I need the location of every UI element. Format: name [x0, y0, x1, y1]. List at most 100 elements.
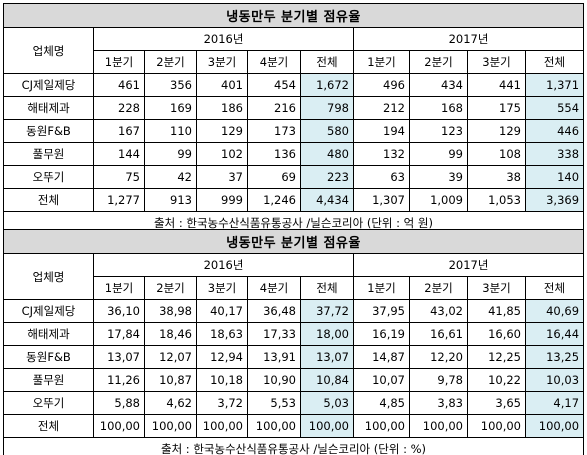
cell-value: 75 — [93, 165, 145, 189]
quarter-header: 3분기 — [467, 50, 526, 74]
cell-value: 110 — [144, 119, 197, 143]
cell-value: 16,19 — [353, 322, 410, 346]
total-cell: 4,434 — [300, 188, 354, 212]
cell-value: 100,00 — [409, 414, 468, 438]
total-cell: 3,369 — [524, 188, 585, 212]
cell-value: 175 — [467, 96, 526, 120]
cell-value: 102 — [196, 142, 248, 166]
cell-value: 69 — [247, 165, 301, 189]
cell-value: 10,07 — [353, 368, 410, 392]
quarter-header: 1분기 — [93, 50, 145, 74]
cell-value: 167 — [93, 119, 145, 143]
cell-value: 42 — [144, 165, 197, 189]
total-cell: 5,03 — [300, 391, 354, 415]
total-cell: 1,672 — [300, 73, 354, 97]
cell-value: 14,87 — [353, 345, 410, 369]
cell-value: 100,00 — [196, 414, 248, 438]
company-name: 해태제과 — [3, 96, 94, 120]
table-row: 전체 100,00 100,00 100,00 100,00 100,00 10… — [3, 414, 585, 438]
company-name: 풀무원 — [3, 368, 94, 392]
total-cell: 16,44 — [524, 322, 585, 346]
quarter-header: 2분기 — [409, 276, 468, 300]
quarter-header: 3분기 — [196, 276, 248, 300]
table-row: 오뚜기 75 42 37 69 223 63 39 38 140 — [3, 165, 585, 189]
quarter-header: 3분기 — [467, 276, 526, 300]
total-cell: 13,25 — [524, 345, 585, 369]
company-name: 동원F&B — [3, 119, 94, 143]
table-row: 오뚜기 5,88 4,62 3,72 5,53 5,03 4,85 3,83 3… — [3, 391, 585, 415]
cell-value: 18,63 — [196, 322, 248, 346]
cell-value: 16,60 — [467, 322, 526, 346]
cell-value: 228 — [93, 96, 145, 120]
market-share-amount-table: 냉동만두 분기별 점유율 업체명 2016년 2017년 1분기 2분기 3분기… — [2, 3, 585, 235]
cell-value: 212 — [353, 96, 410, 120]
table-title: 냉동만두 분기별 점유율 — [2, 3, 585, 28]
total-cell: 10,03 — [524, 368, 585, 392]
total-cell: 100,00 — [524, 414, 585, 438]
total-cell: 40,69 — [524, 299, 585, 323]
table-row: 해태제과 17,84 18,46 18,63 17,33 18,00 16,19… — [3, 322, 585, 346]
total-header: 전체 — [524, 276, 585, 300]
cell-value: 356 — [144, 73, 197, 97]
cell-value: 401 — [196, 73, 248, 97]
total-cell: 223 — [300, 165, 354, 189]
company-name: CJ제일제당 — [3, 299, 94, 323]
quarter-header: 2분기 — [144, 276, 197, 300]
total-cell: 100,00 — [300, 414, 354, 438]
quarter-header: 1분기 — [93, 276, 145, 300]
company-name: 오뚜기 — [3, 391, 94, 415]
table-row: 동원F&B 13,07 12,07 12,94 13,91 13,07 14,8… — [3, 345, 585, 369]
cell-value: 461 — [93, 73, 145, 97]
table-row: CJ제일제당 36,10 38,98 40,17 36,48 37,72 37,… — [3, 299, 585, 323]
cell-value: 3,72 — [196, 391, 248, 415]
cell-value: 123 — [409, 119, 468, 143]
total-header: 전체 — [300, 276, 354, 300]
cell-value: 434 — [409, 73, 468, 97]
cell-value: 132 — [353, 142, 410, 166]
cell-value: 186 — [196, 96, 248, 120]
quarter-header: 1분기 — [353, 50, 410, 74]
cell-value: 216 — [247, 96, 301, 120]
cell-value: 38,98 — [144, 299, 197, 323]
total-cell: 10,84 — [300, 368, 354, 392]
total-cell: 580 — [300, 119, 354, 143]
cell-value: 100,00 — [247, 414, 301, 438]
cell-value: 17,84 — [93, 322, 145, 346]
cell-value: 16,61 — [409, 322, 468, 346]
cell-value: 37 — [196, 165, 248, 189]
company-name: CJ제일제당 — [3, 73, 94, 97]
total-cell: 554 — [524, 96, 585, 120]
cell-value: 100,00 — [353, 414, 410, 438]
cell-value: 441 — [467, 73, 526, 97]
cell-value: 173 — [247, 119, 301, 143]
total-header: 전체 — [524, 50, 585, 74]
cell-value: 496 — [353, 73, 410, 97]
cell-value: 17,33 — [247, 322, 301, 346]
cell-value: 9,78 — [409, 368, 468, 392]
cell-value: 12,20 — [409, 345, 468, 369]
total-header: 전체 — [300, 50, 354, 74]
total-cell: 446 — [524, 119, 585, 143]
company-name: 전체 — [3, 188, 94, 212]
cell-value: 12,25 — [467, 345, 526, 369]
cell-value: 100,00 — [144, 414, 197, 438]
cell-value: 63 — [353, 165, 410, 189]
year-header-2017: 2017년 — [352, 27, 585, 51]
cell-value: 99 — [144, 142, 197, 166]
cell-value: 36,10 — [93, 299, 145, 323]
cell-value: 5,53 — [247, 391, 301, 415]
cell-value: 1,053 — [467, 188, 526, 212]
total-cell: 13,07 — [300, 345, 354, 369]
cell-value: 100,00 — [93, 414, 145, 438]
table-title: 냉동만두 분기별 점유율 — [2, 229, 585, 254]
quarter-header: 2분기 — [144, 50, 197, 74]
total-cell: 480 — [300, 142, 354, 166]
table-row: 풀무원 144 99 102 136 480 132 99 108 338 — [3, 142, 585, 166]
cell-value: 12,94 — [196, 345, 248, 369]
cell-value: 3,65 — [467, 391, 526, 415]
table-row: 전체 1,277 913 999 1,246 4,434 1,307 1,009… — [3, 188, 585, 212]
company-name: 오뚜기 — [3, 165, 94, 189]
cell-value: 136 — [247, 142, 301, 166]
cell-value: 37,95 — [353, 299, 410, 323]
cell-value: 1,009 — [409, 188, 468, 212]
